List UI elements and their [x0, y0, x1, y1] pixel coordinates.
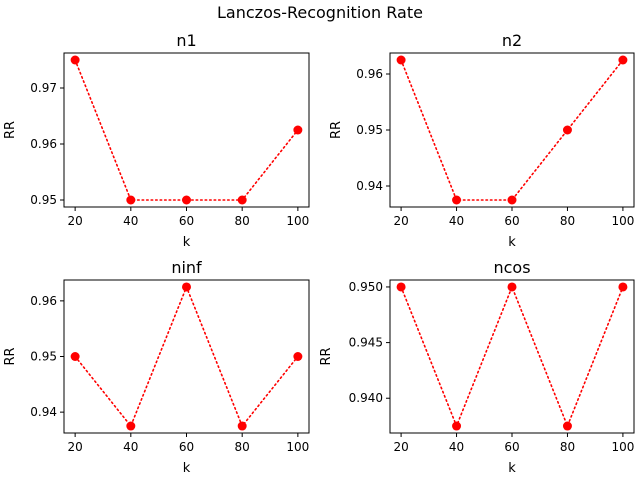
y-tick-label: 0.94 [30, 405, 57, 419]
data-point [562, 421, 572, 431]
data-point [293, 352, 303, 361]
x-tick-label: 80 [235, 440, 250, 454]
x-tick-label: 20 [67, 440, 82, 454]
y-tick-label: 0.940 [349, 391, 383, 405]
panel-title: ninf [171, 258, 202, 277]
plot-area [389, 52, 635, 208]
x-tick-label: 40 [123, 214, 138, 228]
data-point [452, 421, 462, 431]
y-axis-label: RR [319, 347, 334, 365]
series-line [400, 284, 624, 429]
x-tick-label: 60 [504, 440, 519, 454]
panels: n1 20 40 60 80 100 0.95 0.96 0.97 k RR n2 20 40 60 80 10… [3, 31, 635, 476]
y-tick-label: 0.95 [356, 123, 383, 137]
x-tick-label: 40 [449, 214, 464, 228]
panel-2: n2 20 40 60 80 100 0.94 0.95 0.96 k RR [329, 31, 635, 250]
x-tick-label: 100 [611, 214, 634, 228]
x-tick-label: 80 [235, 214, 250, 228]
data-point [396, 282, 406, 292]
y-tick-label: 0.950 [349, 280, 383, 294]
series-line [400, 59, 624, 201]
y-axis-label: RR [3, 347, 18, 365]
panel-1: n1 20 40 60 80 100 0.95 0.96 0.97 k RR [3, 31, 310, 250]
plot-area [389, 279, 635, 434]
data-point [237, 195, 247, 205]
panel-title: n1 [176, 31, 196, 50]
x-tick-label: 20 [67, 214, 82, 228]
y-tick-label: 0.96 [30, 294, 57, 308]
x-tick-label: 20 [393, 440, 408, 454]
x-tick-label: 100 [611, 440, 634, 454]
y-axis-label: RR [329, 121, 344, 139]
x-tick-label: 60 [179, 214, 194, 228]
x-tick-label: 100 [286, 440, 309, 454]
y-tick-label: 0.95 [30, 193, 57, 207]
x-axis-label: k [508, 461, 516, 476]
x-tick-label: 60 [179, 440, 194, 454]
data-point [562, 125, 572, 135]
panel-3: ninf 20 40 60 80 100 0.94 0.95 0.96 k RR [3, 258, 310, 476]
y-tick-label: 0.94 [356, 179, 383, 193]
data-point [396, 55, 406, 65]
x-axis-label: k [508, 235, 516, 250]
x-tick-label: 80 [560, 214, 575, 228]
data-point [452, 195, 462, 205]
x-axis-label: k [183, 235, 191, 250]
panel-title: ncos [493, 258, 530, 277]
data-point [70, 55, 80, 65]
x-tick-label: 80 [560, 440, 575, 454]
data-point [507, 195, 517, 205]
data-point [618, 282, 628, 292]
data-point [507, 282, 517, 292]
panel-title: n2 [502, 31, 522, 50]
data-point [237, 421, 247, 431]
data-point [182, 195, 191, 205]
y-tick-label: 0.945 [349, 336, 383, 350]
x-tick-label: 100 [286, 214, 309, 228]
y-tick-label: 0.96 [30, 137, 57, 151]
y-tick-label: 0.95 [30, 350, 57, 364]
plot-area [63, 52, 310, 208]
x-tick-label: 40 [123, 440, 138, 454]
figure-title: Lanczos-Recognition Rate [217, 3, 423, 22]
x-axis-label: k [183, 461, 191, 476]
data-point [70, 352, 80, 361]
data-point [126, 421, 136, 431]
x-tick-label: 20 [393, 214, 408, 228]
panel-4: ncos 20 40 60 80 100 0.940 0.945 0.950 k RR [319, 258, 635, 476]
y-tick-label: 0.96 [356, 67, 383, 81]
data-point [618, 55, 628, 65]
plot-area [63, 279, 310, 434]
x-tick-label: 60 [504, 214, 519, 228]
y-axis-label: RR [3, 121, 18, 139]
data-point [182, 282, 191, 292]
x-tick-label: 40 [449, 440, 464, 454]
y-tick-label: 0.97 [30, 81, 57, 95]
data-point [293, 125, 303, 135]
data-point [126, 195, 136, 205]
